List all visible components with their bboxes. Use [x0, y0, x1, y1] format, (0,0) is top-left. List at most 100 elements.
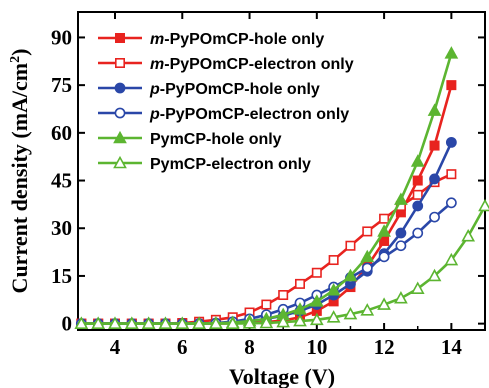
data-point — [427, 103, 442, 116]
data-point — [362, 226, 373, 237]
data-point — [412, 200, 424, 212]
data-point — [108, 316, 122, 329]
legend-label: PymCP-electron only — [150, 156, 311, 173]
series-5 — [74, 198, 489, 329]
legend-label: m-PyPOmCP-electron only — [150, 56, 354, 73]
legend-label-rest: PymCP-electron only — [150, 156, 311, 173]
data-point — [379, 213, 390, 224]
x-axis-title: Voltage (V) — [229, 364, 335, 388]
legend-marker — [115, 57, 126, 68]
legend-label: m-PyPOmCP-hole only — [150, 31, 324, 48]
data-point — [141, 316, 156, 329]
y-axis-title: Current density (mA/cm2) — [7, 49, 32, 294]
data-point — [377, 224, 391, 237]
data-point — [379, 235, 390, 246]
data-point — [429, 211, 440, 223]
data-point — [276, 314, 291, 328]
data-point — [445, 136, 457, 148]
legend-label-rest: -PyPOmCP-hole only — [160, 81, 320, 98]
data-point — [444, 252, 459, 266]
data-point — [192, 316, 206, 329]
data-point — [394, 192, 408, 205]
data-point — [326, 310, 341, 323]
data-point — [278, 290, 289, 301]
data-point — [91, 316, 106, 329]
data-point — [410, 281, 425, 294]
data-point — [158, 316, 173, 329]
data-point — [377, 297, 391, 310]
x-tick-label: 4 — [110, 335, 121, 359]
data-point — [412, 189, 423, 200]
series-layer — [74, 46, 489, 330]
data-point — [461, 229, 476, 242]
data-point — [360, 303, 375, 316]
data-point — [446, 169, 457, 180]
legend-label: p-PyPOmCP-electron only — [149, 106, 349, 123]
data-point — [429, 173, 440, 185]
x-tick-label: 8 — [244, 335, 255, 359]
plot-frame — [77, 11, 486, 331]
data-point — [412, 175, 423, 186]
y-tick-label: 60 — [51, 121, 72, 145]
y-tick-label: 90 — [51, 25, 72, 49]
data-point — [293, 302, 307, 315]
legend-item: p-PyPOmCP-electron only — [98, 106, 349, 123]
legend-label: p-PyPOmCP-hole only — [149, 81, 320, 98]
data-point — [209, 316, 223, 329]
legend-label-rest: -PyPOmCP-hole only — [164, 31, 324, 48]
legend-marker — [114, 107, 126, 119]
tick-labels: 4 6 8 10 12 14 0 15 30 45 60 75 90 — [51, 25, 462, 359]
x-tick-label: 10 — [306, 335, 327, 359]
data-point — [343, 306, 358, 320]
legend-label: PymCP-hole only — [150, 131, 282, 148]
data-point — [360, 249, 375, 263]
data-point — [309, 294, 324, 307]
y-tick-label: 45 — [51, 169, 72, 193]
data-point — [74, 316, 89, 329]
legend-item: m-PyPOmCP-electron only — [98, 56, 354, 73]
legend-marker — [114, 82, 126, 94]
data-point — [261, 299, 272, 310]
legend-marker — [113, 155, 127, 169]
legend-marker — [113, 130, 127, 144]
data-point — [311, 267, 322, 278]
legend-label-prefix: m — [150, 31, 164, 48]
legend-label-rest: PymCP-hole only — [150, 131, 282, 148]
y-tick-label: 30 — [51, 216, 72, 240]
data-point — [175, 316, 190, 329]
y-tick-label: 75 — [51, 73, 72, 97]
data-point — [293, 313, 307, 327]
y-axis-title-end: ) — [7, 49, 32, 56]
data-point — [328, 255, 339, 266]
y-tick-label: 15 — [51, 264, 72, 288]
y-tick-label: 0 — [62, 312, 73, 336]
data-point — [345, 240, 356, 251]
data-point — [427, 268, 442, 282]
legend-item: m-PyPOmCP-hole only — [98, 31, 324, 48]
legend-item: PymCP-hole only — [98, 130, 282, 148]
data-point — [124, 316, 139, 329]
data-point — [395, 240, 407, 252]
y-axis-title-superscript: 2 — [8, 56, 23, 63]
data-point — [394, 291, 408, 304]
data-point — [395, 227, 407, 239]
data-point — [242, 316, 257, 329]
data-point — [309, 312, 324, 326]
data-point — [410, 154, 425, 167]
legend-item: p-PyPOmCP-hole only — [98, 81, 320, 98]
data-point — [429, 140, 440, 151]
data-point — [225, 316, 240, 329]
data-point — [361, 262, 373, 274]
x-tick-label: 6 — [177, 335, 188, 359]
legend-marker — [115, 32, 126, 43]
data-point — [445, 197, 457, 209]
legend-label-rest: -PyPOmCP-electron only — [160, 106, 349, 123]
data-point — [446, 80, 457, 91]
data-point — [294, 278, 305, 289]
data-point — [326, 283, 341, 296]
legend-label-prefix: p — [149, 106, 160, 123]
legend-item: PymCP-electron only — [98, 155, 311, 173]
data-point — [412, 227, 424, 239]
data-point — [478, 198, 489, 212]
